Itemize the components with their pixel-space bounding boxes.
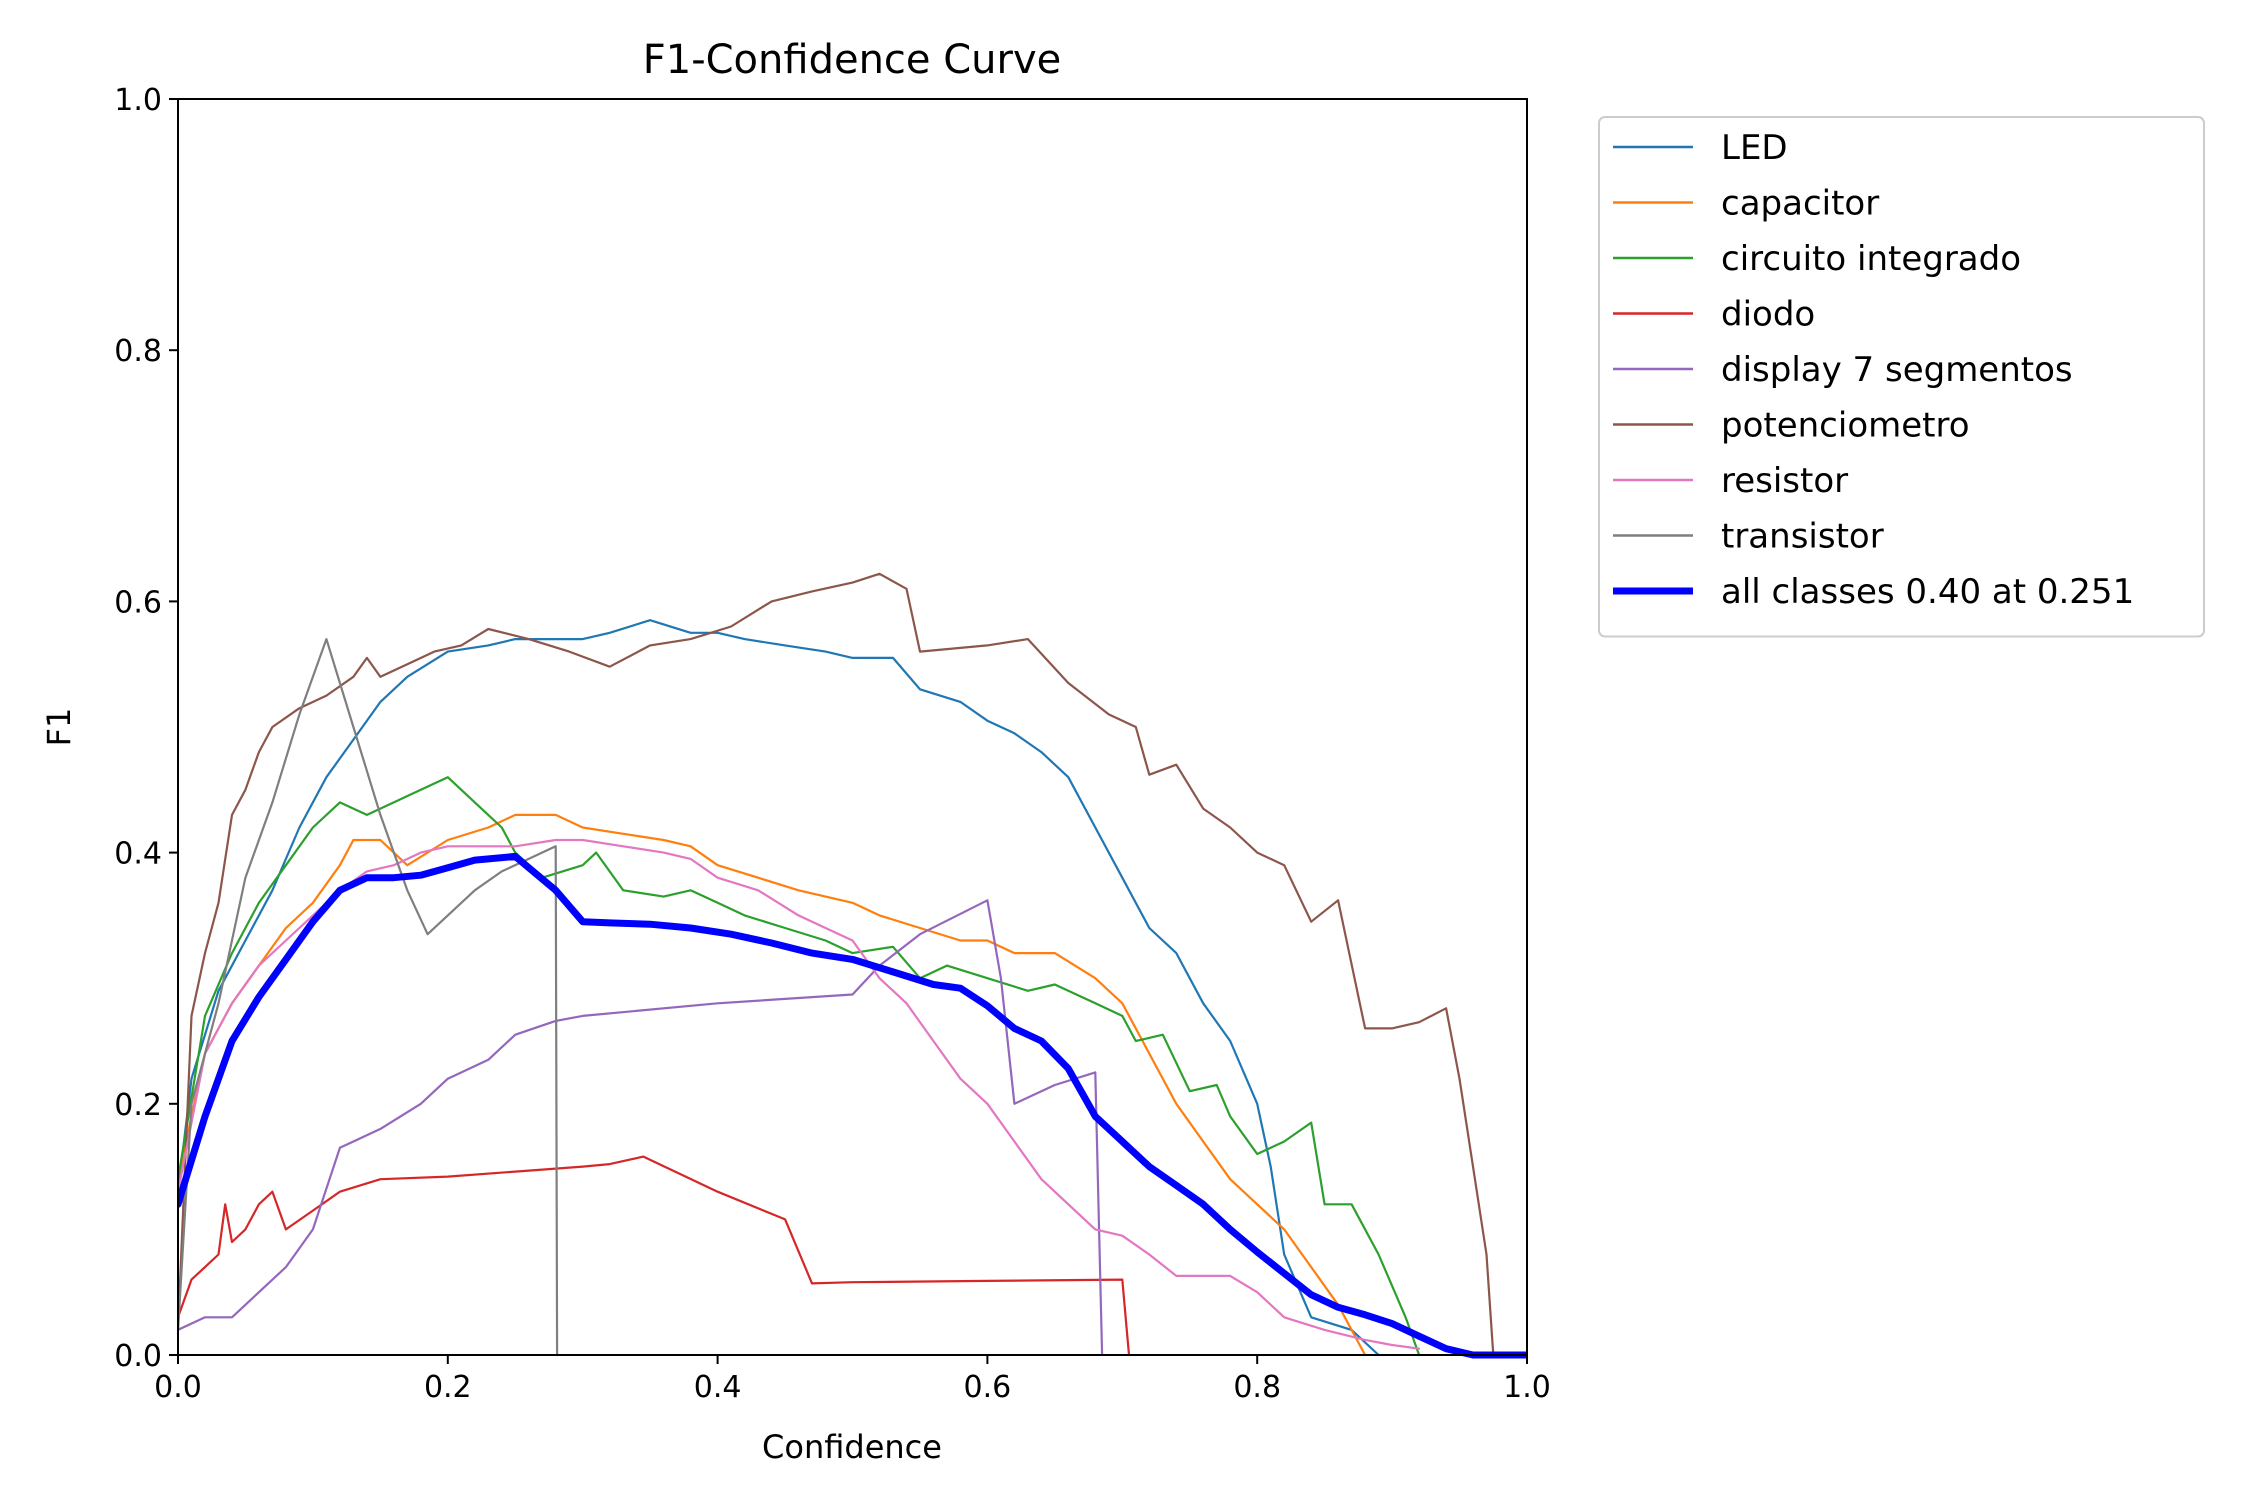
legend-box xyxy=(1598,116,2205,638)
series-line-resistor xyxy=(178,838,1421,1350)
legend-label: circuito integrado xyxy=(1721,239,2021,279)
y-axis-label: F1 xyxy=(40,708,78,747)
series-line-diodo xyxy=(178,1155,1131,1357)
legend: LED capacitor circuito integrado diodo displ… xyxy=(1598,116,2205,638)
x-tick-label: 0.8 xyxy=(1233,1370,1281,1405)
series-line-capacitor xyxy=(178,813,1367,1357)
series-layer xyxy=(178,572,1527,1359)
legend-label: potenciometro xyxy=(1721,406,1970,446)
y-tick-label: 0.6 xyxy=(114,585,162,620)
chart-title: F1-Confidence Curve xyxy=(643,37,1062,83)
x-axis-label: Confidence xyxy=(762,1428,942,1466)
y-tick-label: 0.0 xyxy=(114,1339,162,1374)
legend-label: diodo xyxy=(1721,295,1815,335)
legend-label: capacitor xyxy=(1721,184,1879,224)
x-tick-label: 0.6 xyxy=(964,1370,1012,1405)
x-tick-label: 0.4 xyxy=(694,1370,742,1405)
legend-label: all classes 0.40 at 0.251 xyxy=(1721,572,2134,612)
axes-layer: 0.0 0.2 0.4 0.6 0.8 1.0 0.0 0.2 0.4 0.6 0.8 1.0 xyxy=(114,83,1551,1405)
x-tick-label: 0.0 xyxy=(154,1370,202,1405)
series-line-led xyxy=(178,619,1380,1357)
legend-label: resistor xyxy=(1721,461,1848,501)
plot-frame xyxy=(177,98,1528,1356)
x-tick-label: 1.0 xyxy=(1503,1370,1551,1405)
series-line-display-7-segmentos xyxy=(178,899,1104,1357)
y-tick-label: 0.8 xyxy=(114,334,162,369)
series-line-circuito-integrado xyxy=(178,776,1421,1357)
y-tick-label: 0.2 xyxy=(114,1088,162,1123)
series-line-transistor xyxy=(178,638,559,1357)
y-tick-label: 0.4 xyxy=(114,837,162,872)
legend-label: transistor xyxy=(1721,517,1884,557)
y-tick-label: 1.0 xyxy=(114,83,162,118)
legend-label: LED xyxy=(1721,128,1788,168)
legend-label: display 7 segmentos xyxy=(1721,350,2073,390)
series-line-all-classes xyxy=(178,852,1527,1359)
series-line-potenciometro xyxy=(178,572,1495,1357)
x-tick-label: 0.2 xyxy=(424,1370,472,1405)
